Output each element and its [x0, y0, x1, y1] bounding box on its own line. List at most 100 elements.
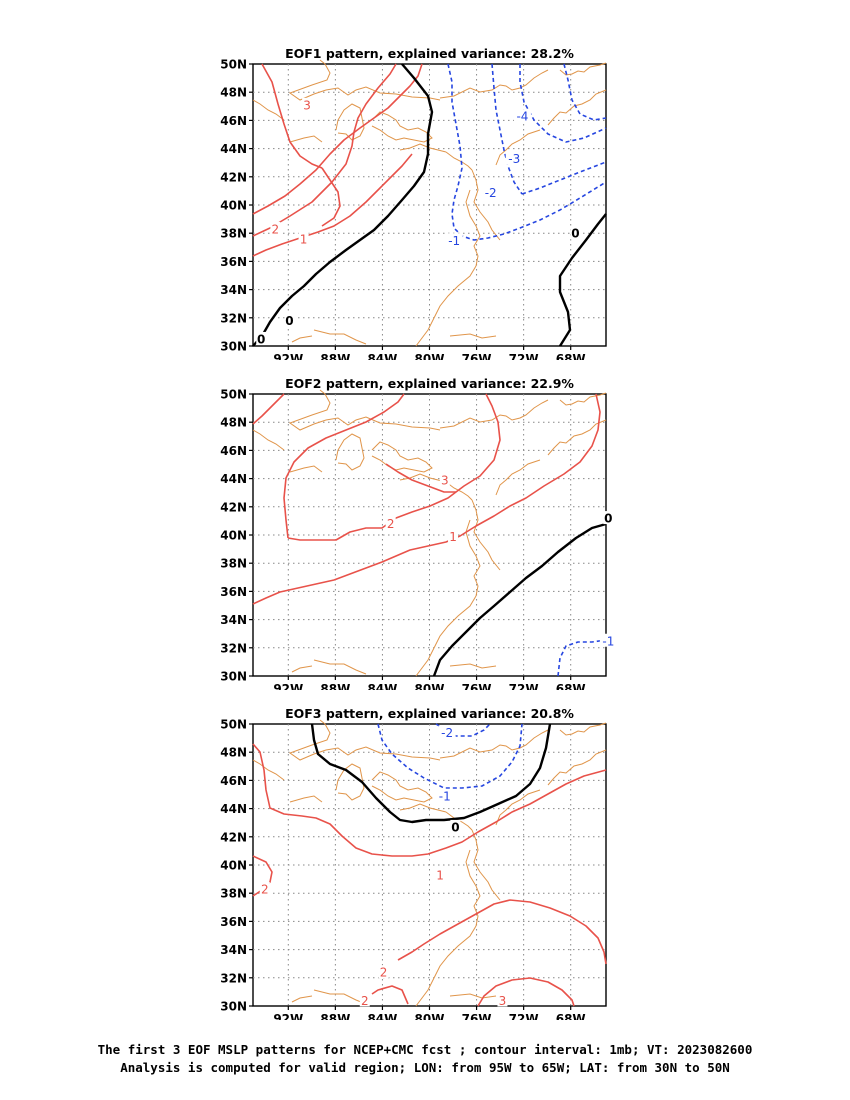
negative-contour [519, 64, 607, 143]
coastline [288, 719, 441, 761]
lat-tick-label: 30N [220, 340, 247, 354]
coastline [289, 465, 323, 473]
lat-tick-label: 50N [220, 58, 247, 72]
lon-tick-label: 88W [320, 352, 350, 360]
coastline [473, 555, 481, 597]
lat-tick-label: 38N [220, 227, 247, 241]
lon-tick-label: 76W [462, 352, 492, 360]
contour-label: -2 [441, 726, 453, 740]
coastline [289, 135, 323, 143]
contour-label-bg [270, 221, 281, 235]
lat-tick-label: 40N [220, 199, 247, 213]
coastline [415, 595, 477, 677]
lat-tick-label: 32N [220, 641, 247, 655]
contour-label: 3 [303, 98, 311, 112]
negative-contour [377, 723, 523, 789]
lat-tick-label: 40N [220, 529, 247, 543]
coastline [445, 811, 473, 831]
coastline [291, 995, 313, 1003]
contour-label-bg [378, 965, 389, 979]
lat-tick-label: 48N [220, 416, 247, 430]
coastlines [252, 389, 607, 677]
positive-contour [371, 985, 409, 1005]
contour-label: 1 [300, 232, 308, 246]
lat-tick-label: 32N [220, 311, 247, 325]
coastline [335, 103, 365, 141]
coastline [449, 663, 497, 669]
contour-label: -1 [602, 634, 614, 648]
coastline [559, 722, 607, 736]
eof2-panel: EOF2 pattern, explained variance: 22.9% 3… [220, 376, 617, 690]
lat-tick-label: 46N [220, 774, 247, 788]
lon-tick-label: 84W [367, 682, 397, 690]
contour-label-bg [505, 151, 523, 165]
coastline [445, 481, 473, 501]
panel-title: EOF2 pattern, explained variance: 22.9% [285, 376, 574, 391]
zero-contour [252, 63, 434, 347]
contour-label: 0 [604, 512, 612, 526]
coastline [473, 885, 481, 927]
lat-tick-label: 30N [220, 670, 247, 684]
coastline [415, 925, 477, 1007]
coastline [288, 389, 441, 431]
contours [252, 63, 607, 347]
positive-contour [397, 899, 607, 965]
contour-label: -3 [508, 152, 520, 166]
contour-label-bg [359, 993, 370, 1007]
lat-tick-label: 44N [220, 472, 247, 486]
contour-label: 3 [441, 474, 449, 488]
contours [252, 393, 607, 677]
positive-contour [261, 63, 323, 169]
lon-tick-label: 68W [556, 352, 586, 360]
contour-label-bg [284, 313, 295, 327]
coastline [465, 849, 477, 887]
contour-label-bg [599, 633, 617, 647]
contour-label-bg [497, 993, 508, 1007]
coastline [291, 665, 313, 673]
coastline [335, 433, 365, 471]
eof3-panel: EOF3 pattern, explained variance: 20.8% -… [220, 706, 607, 1020]
lat-tick-label: 44N [220, 142, 247, 156]
lon-tick-label: 88W [320, 1012, 350, 1020]
coastline [471, 829, 501, 901]
negative-contour [563, 63, 607, 121]
lat-tick-label: 32N [220, 971, 247, 985]
contour-label-bg [385, 516, 396, 530]
lat-tick-label: 36N [220, 255, 247, 269]
lon-tick-label: 80W [415, 682, 445, 690]
coastline [313, 989, 367, 1005]
lon-tick-label: 72W [509, 352, 539, 360]
contour-label: 2 [380, 966, 388, 980]
contour-label-bg [513, 109, 531, 123]
coastline [547, 749, 607, 786]
contour-label: 3 [499, 994, 507, 1008]
positive-contour [252, 153, 413, 257]
lon-tick-label: 76W [462, 682, 492, 690]
panel-title: EOF1 pattern, explained variance: 28.2% [285, 46, 574, 61]
negative-contour [447, 63, 607, 241]
coastline [252, 429, 285, 451]
coastline [289, 795, 323, 803]
coastline [335, 763, 365, 801]
coastline [473, 225, 481, 267]
lon-tick-label: 72W [509, 682, 539, 690]
coastline [465, 519, 477, 557]
lon-tick-label: 84W [367, 1012, 397, 1020]
positive-contour [283, 393, 405, 539]
coastline [559, 392, 607, 406]
lon-tick-label: 72W [509, 1012, 539, 1020]
contour-label: -1 [448, 234, 460, 248]
contour-label: 0 [285, 314, 293, 328]
coastline [465, 189, 477, 227]
lat-tick-label: 40N [220, 859, 247, 873]
coastline [471, 169, 501, 241]
contour-label-bg [436, 788, 454, 802]
positive-contour [321, 167, 341, 227]
positive-contour [477, 977, 575, 1007]
coastline [547, 419, 607, 456]
coastline [313, 329, 367, 345]
lon-tick-label: 68W [556, 682, 586, 690]
contour-label-bg [448, 529, 459, 543]
lat-tick-label: 44N [220, 802, 247, 816]
gridlines [253, 64, 606, 346]
